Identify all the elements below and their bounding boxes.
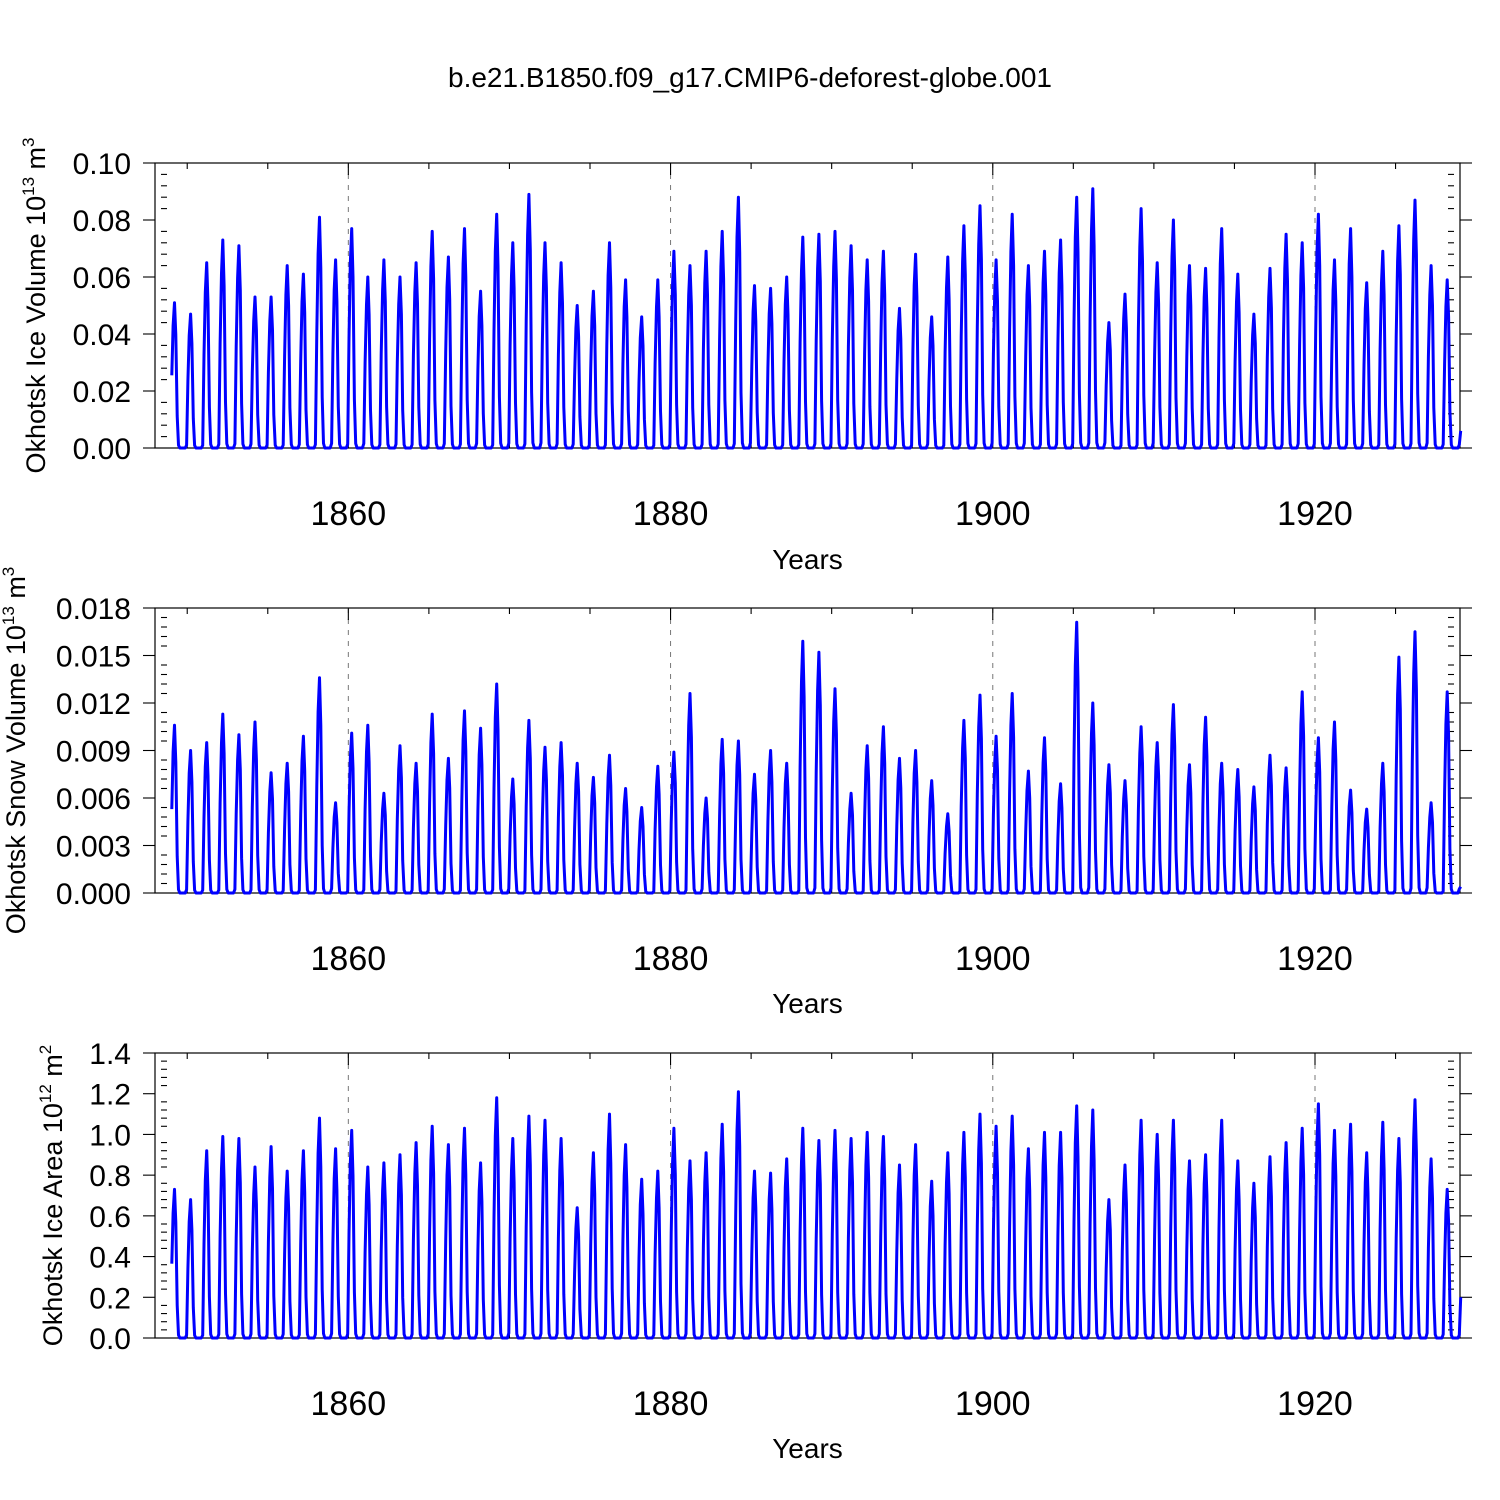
y-tick-label: 0.003: [56, 831, 131, 864]
y-axis-label-unit: m: [38, 1054, 68, 1084]
y-tick-label: 0.00: [73, 433, 131, 466]
y-tick-label: 1.0: [89, 1119, 131, 1152]
y-tick-label: 0.02: [73, 376, 131, 409]
tick-labels: 0.000 0.003 0.006 0.009 0.012 0.015 0.018 1860 1…: [56, 593, 1353, 978]
y-axis-label-unit-exponent: 3: [0, 567, 18, 576]
y-tick-label: 0.8: [89, 1160, 131, 1193]
tick-labels: 0.0 0.2 0.4 0.6 0.8 1.0 1.2 1.4 1860 1880 1900 1920: [89, 1038, 1353, 1423]
y-tick-label: 0.012: [56, 688, 131, 721]
grid-lines: [347, 163, 1316, 448]
y-axis-label-text: Okhotsk Snow Volume 10: [1, 625, 31, 934]
x-tick-label: 1860: [311, 495, 387, 533]
y-axis-label-unit-exponent: 3: [19, 137, 38, 146]
x-axis-label: Years: [772, 1433, 843, 1464]
panel-snow-volume: 0.000 0.003 0.006 0.009 0.012 0.015 0.018 1860 1…: [0, 567, 1472, 1019]
y-tick-label: 0.6: [89, 1201, 131, 1234]
series-line: [170, 1090, 1463, 1340]
series: [170, 187, 1463, 450]
y-axis-label: Okhotsk Ice Area 1012 m2: [36, 1045, 68, 1347]
y-tick-label: 0.06: [73, 262, 131, 295]
y-tick-label: 0.4: [89, 1242, 131, 1275]
y-tick-label: 0.08: [73, 205, 131, 238]
y-axis-label-text: Okhotsk Ice Volume 10: [21, 196, 51, 474]
series: [170, 620, 1462, 895]
x-tick-label: 1880: [633, 1385, 709, 1423]
x-tick-label: 1860: [311, 1385, 387, 1423]
y-axis-label-exponent: 13: [19, 177, 38, 196]
y-tick-label: 0.0: [89, 1323, 131, 1356]
y-tick-label: 1.2: [89, 1079, 131, 1112]
y-tick-label: 0.018: [56, 593, 131, 626]
grid-lines: [347, 608, 1316, 893]
x-tick-label: 1920: [1277, 940, 1353, 978]
series-line: [170, 187, 1463, 450]
y-axis-label-unit: m: [21, 147, 51, 177]
grid-lines: [347, 1053, 1316, 1338]
tick-labels: 0.00 0.02 0.04 0.06 0.08 0.10 1860 1880 1900 1920: [73, 148, 1353, 533]
x-tick-label: 1900: [955, 1385, 1031, 1423]
y-tick-label: 0.009: [56, 736, 131, 769]
series: [170, 1090, 1463, 1340]
x-tick-label: 1920: [1277, 495, 1353, 533]
panel-ice-area: 0.0 0.2 0.4 0.6 0.8 1.0 1.2 1.4 1860 1880 1900 1920…: [36, 1038, 1472, 1464]
x-tick-label: 1880: [633, 495, 709, 533]
y-axis-label-exponent: 13: [0, 606, 18, 625]
y-axis-label: Okhotsk Ice Volume 1013 m3: [19, 137, 51, 473]
y-tick-label: 1.4: [89, 1038, 131, 1071]
x-tick-label: 1860: [311, 940, 387, 978]
series-line: [170, 620, 1462, 895]
x-tick-label: 1900: [955, 495, 1031, 533]
x-tick-label: 1920: [1277, 1385, 1353, 1423]
panel-ice-volume: 0.00 0.02 0.04 0.06 0.08 0.10 1860 1880 1900 1920…: [19, 137, 1472, 575]
y-axis-label-unit-exponent: 2: [36, 1045, 55, 1054]
y-axis-label-text: Okhotsk Ice Area 10: [38, 1103, 68, 1346]
x-axis-label: Years: [772, 988, 843, 1019]
x-axis-label: Years: [772, 544, 843, 575]
figure-title: b.e21.B1850.f09_g17.CMIP6-deforest-globe…: [448, 62, 1052, 93]
y-axis-label-exponent: 12: [36, 1084, 55, 1103]
y-tick-label: 0.2: [89, 1282, 131, 1315]
y-axis-label: Okhotsk Snow Volume 1013 m3: [0, 567, 31, 935]
x-tick-label: 1900: [955, 940, 1031, 978]
y-axis-label-unit: m: [1, 576, 31, 606]
y-tick-label: 0.015: [56, 641, 131, 674]
y-tick-label: 0.006: [56, 783, 131, 816]
x-tick-label: 1880: [633, 940, 709, 978]
y-tick-label: 0.04: [73, 319, 131, 352]
y-tick-label: 0.10: [73, 148, 131, 181]
y-tick-label: 0.000: [56, 878, 131, 911]
